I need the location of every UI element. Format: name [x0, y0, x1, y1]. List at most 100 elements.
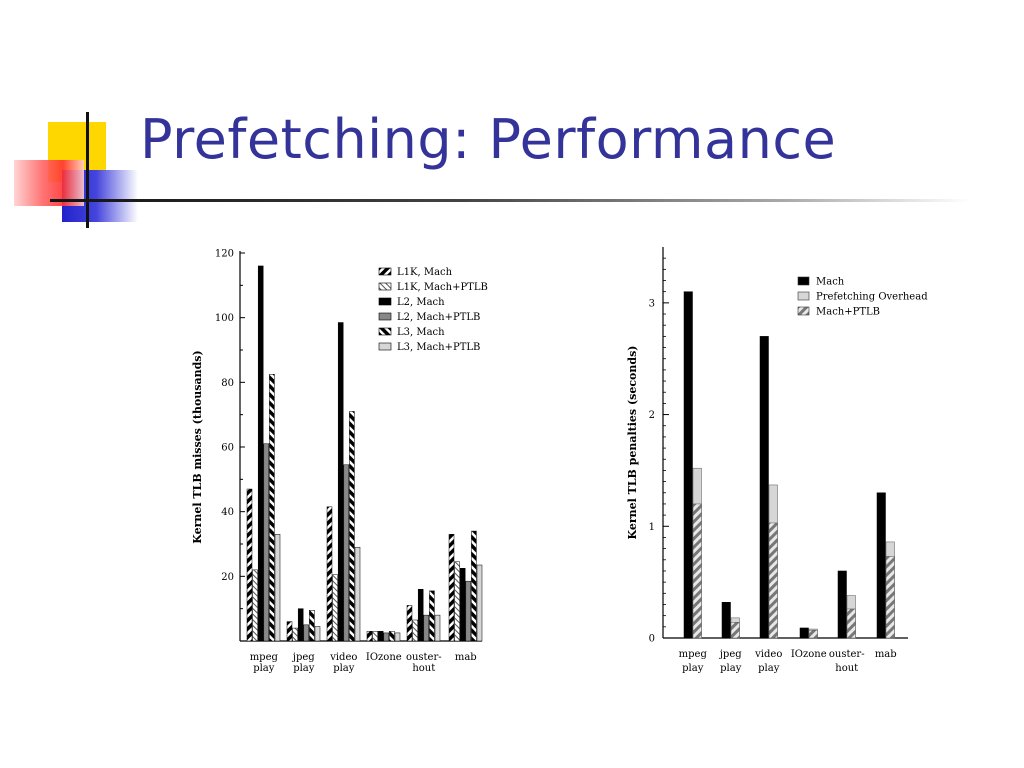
legend-swatch — [797, 291, 810, 301]
x-tick-label: jpeg — [292, 652, 315, 663]
bar — [263, 443, 270, 642]
bar — [257, 265, 264, 642]
legend-label: Prefetching Overhead — [816, 292, 928, 303]
x-tick-label: video — [754, 649, 782, 660]
bar — [292, 627, 298, 642]
y-tick-label: 1 — [649, 522, 655, 533]
bar — [286, 621, 293, 642]
x-tick-label: play — [293, 663, 315, 674]
legend-swatch — [378, 312, 392, 321]
x-tick-label: play — [682, 663, 704, 674]
bar — [394, 632, 401, 642]
x-tick-label: jpeg — [719, 649, 742, 660]
x-tick-label: play — [758, 663, 780, 674]
legend-label: L1K, Mach — [397, 267, 453, 278]
legend-label: Mach+PTLB — [816, 307, 880, 318]
legend-swatch — [378, 342, 392, 351]
bar — [423, 614, 430, 642]
y-tick-label: 3 — [649, 298, 655, 309]
decor-vertical-line — [86, 112, 89, 228]
bar — [377, 631, 384, 642]
bar — [768, 522, 778, 639]
bar — [366, 631, 373, 642]
x-tick-label: mpeg — [679, 649, 708, 660]
legend-label: L2, Mach — [397, 297, 445, 308]
legend-label: L3, Mach — [397, 327, 445, 338]
bar — [846, 608, 856, 639]
bar — [337, 322, 344, 642]
legend: L1K, Mach L1K, Mach+PTLB L2, Mach L2, Mach+… — [378, 267, 488, 353]
y-tick-label: 120 — [215, 249, 234, 260]
bar — [471, 530, 477, 642]
x-tick-label: hout — [412, 663, 435, 674]
bar — [876, 492, 886, 639]
y-axis-label: Kernel TLB penalties (seconds) — [626, 346, 639, 540]
bar — [332, 574, 338, 642]
x-tick-label: ouster- — [406, 652, 442, 663]
bar — [465, 580, 472, 642]
legend: Mach Prefetching Overhead Mach+PTLB — [797, 276, 928, 318]
decor-red-square — [14, 160, 84, 206]
legend-swatch — [797, 306, 810, 316]
legend-swatch — [378, 297, 392, 306]
bar — [459, 568, 466, 642]
slide-title: Prefetching: Performance — [140, 108, 837, 171]
x-tick-label: play — [333, 663, 355, 674]
bar — [476, 564, 483, 642]
bar — [269, 374, 275, 642]
y-tick-label: 2 — [649, 410, 655, 421]
x-tick-label: play — [720, 663, 742, 674]
x-tick-label: IOzone — [366, 652, 402, 663]
bar — [303, 624, 310, 642]
bar — [246, 488, 253, 642]
bar — [417, 589, 424, 642]
bar — [326, 506, 333, 642]
bar — [429, 590, 435, 642]
bar — [383, 632, 390, 642]
bar — [759, 336, 769, 639]
legend-label: L3, Mach+PTLB — [397, 342, 480, 353]
bar — [406, 605, 413, 642]
bar — [448, 534, 455, 642]
y-axis-label: Kernel TLB misses (thousands) — [191, 350, 204, 543]
legend-swatch — [378, 327, 392, 336]
bar — [808, 629, 818, 639]
bar — [314, 626, 321, 642]
x-tick-label: mpeg — [250, 652, 279, 663]
y-tick-label: 80 — [221, 378, 234, 389]
x-tick-label: play — [253, 663, 275, 674]
bar — [252, 569, 258, 642]
y-tick-label: 60 — [221, 443, 234, 454]
x-tick-label: mab — [455, 652, 477, 663]
x-tick-label: ouster- — [829, 649, 865, 660]
bar — [354, 546, 361, 642]
x-tick-label: mab — [875, 649, 897, 660]
bar — [454, 561, 460, 642]
legend-label: L1K, Mach+PTLB — [397, 282, 488, 293]
legend-swatch — [378, 267, 392, 276]
bar — [885, 556, 895, 639]
bar — [297, 608, 304, 642]
y-tick-label: 100 — [215, 313, 234, 324]
bar — [274, 534, 281, 642]
decor-horizontal-line — [50, 199, 970, 202]
bar — [372, 631, 378, 642]
legend-swatch — [797, 276, 810, 286]
legend-swatch — [378, 282, 392, 291]
x-tick-label: video — [329, 652, 357, 663]
bar — [730, 622, 740, 639]
bar — [799, 627, 809, 639]
bar — [343, 464, 350, 642]
bar — [309, 610, 315, 642]
legend-label: L2, Mach+PTLB — [397, 312, 480, 323]
bar — [349, 411, 355, 642]
bar — [692, 503, 702, 639]
bar — [412, 619, 418, 642]
bar — [434, 614, 441, 642]
y-tick-label: 20 — [221, 572, 234, 583]
x-tick-label: IOzone — [791, 649, 827, 660]
bar — [389, 631, 395, 642]
bar — [683, 291, 693, 639]
